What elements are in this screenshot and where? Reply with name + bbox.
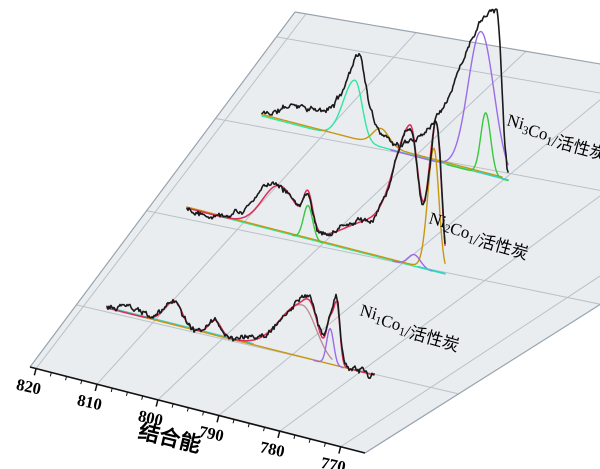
x-axis-minor-tick (49, 372, 52, 377)
grid-line-e820 (35, 13, 307, 369)
x-axis-tick-label: 790 (197, 422, 225, 446)
grid-line-e790 (218, 99, 600, 416)
x-axis-minor-tick (80, 380, 83, 385)
spectrum-Ni2Co1: Ni2Co1/活性炭 (186, 119, 533, 275)
raw-data-curve (186, 119, 446, 244)
grid-line-depth-1 (146, 210, 600, 305)
x-axis-minor-tick (186, 407, 189, 412)
plane-edge-1 (294, 11, 600, 65)
x-axis-major-tick (216, 415, 220, 423)
plane-grid (35, 13, 600, 448)
x-axis-tick-label: 820 (15, 375, 43, 399)
x-axis-line (29, 366, 366, 454)
plane-edge-0 (29, 11, 296, 368)
grid-line-e780 (279, 195, 600, 432)
x-axis-minor-tick (65, 376, 68, 381)
fit-shirley-background (261, 113, 503, 178)
x-axis-minor-tick (202, 411, 205, 416)
x-axis-minor-tick (171, 403, 174, 408)
x-axis-tick-label: 810 (76, 390, 104, 414)
raw-data-curve (106, 293, 375, 380)
grid-line-e770 (340, 275, 600, 448)
fit-tail-baseline (475, 170, 509, 181)
x-axis-tick-label: 770 (319, 453, 347, 469)
fit-linear-background (119, 310, 375, 376)
plane-edges (29, 11, 600, 454)
x-axis-minor-tick (263, 427, 265, 432)
fit-metallic-peak-fit (446, 112, 509, 182)
fit-tail-baseline (417, 265, 446, 275)
raw-data-curve (261, 8, 509, 173)
x-axis-minor-tick (110, 387, 113, 393)
x-axis-major-tick (338, 446, 342, 454)
fit-metallic-2p1-fit (292, 204, 323, 244)
x-axis-minor-tick (125, 391, 128, 397)
grid-line-depth-2 (215, 118, 600, 191)
x-axis-minor-tick (232, 419, 235, 424)
x-axis-major-tick (94, 384, 98, 392)
x-axis-minor-tick (141, 395, 144, 400)
x-axis-minor-tick (247, 423, 250, 428)
x-axis-tick-label: 780 (258, 437, 286, 461)
fit-small-purple-fit (392, 253, 433, 272)
plane-edge-2 (364, 303, 600, 454)
x-axis-minor-tick (308, 438, 311, 443)
grid-line-depth-0 (76, 304, 459, 395)
x-axis-tick-label: 800 (136, 406, 164, 430)
fit-main-peak-fit (390, 30, 509, 166)
grid-line-depth-3 (276, 36, 600, 94)
fit-narrow-purple-fit (313, 327, 344, 369)
series-label-Ni2Co1: Ni2Co1/活性炭 (425, 209, 533, 264)
x-axis-major-tick (155, 399, 159, 407)
x-axis-major-tick (277, 430, 281, 439)
x-axis-minor-tick (293, 434, 296, 440)
x-axis-major-tick (33, 368, 37, 376)
x-axis-minor-tick (323, 442, 326, 447)
